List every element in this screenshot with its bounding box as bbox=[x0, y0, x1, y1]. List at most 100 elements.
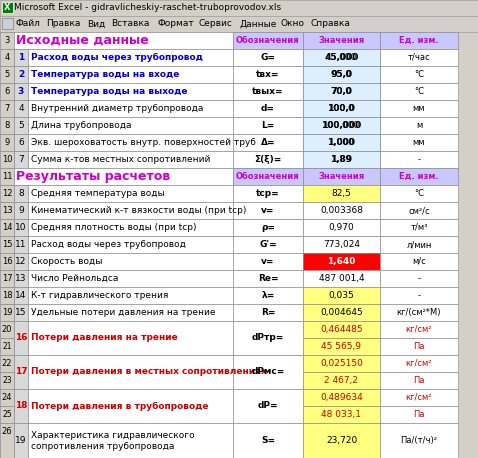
Bar bbox=[233, 236, 303, 253]
Bar bbox=[303, 321, 380, 338]
Text: 18: 18 bbox=[15, 402, 27, 410]
Text: 4: 4 bbox=[4, 53, 10, 62]
Text: Температура воды на выходе: Температура воды на выходе bbox=[31, 87, 187, 96]
Text: Па: Па bbox=[413, 376, 425, 385]
Text: Окно: Окно bbox=[281, 20, 305, 28]
Bar bbox=[380, 355, 458, 372]
Bar bbox=[303, 355, 380, 372]
Text: 100,000: 100,000 bbox=[323, 121, 360, 130]
Text: сопротивления трубопровода: сопротивления трубопровода bbox=[31, 442, 174, 451]
Text: Сумма к-тов местных сопротивлений: Сумма к-тов местных сопротивлений bbox=[31, 155, 210, 164]
Bar bbox=[14, 253, 28, 270]
Bar bbox=[233, 270, 303, 287]
Bar bbox=[0, 253, 14, 270]
Bar bbox=[380, 49, 458, 66]
Text: 45,000: 45,000 bbox=[326, 53, 357, 62]
Text: Правка: Правка bbox=[46, 20, 80, 28]
Text: 13: 13 bbox=[15, 274, 27, 283]
Bar bbox=[380, 117, 458, 134]
Text: 10: 10 bbox=[15, 223, 27, 232]
Bar bbox=[0, 168, 14, 185]
Bar bbox=[0, 66, 14, 83]
Bar bbox=[14, 32, 233, 49]
Bar bbox=[303, 100, 380, 117]
Bar bbox=[380, 83, 458, 100]
Bar bbox=[14, 117, 28, 134]
Bar bbox=[303, 304, 380, 321]
Text: G'=: G'= bbox=[259, 240, 277, 249]
Bar bbox=[14, 287, 28, 304]
Bar bbox=[233, 66, 303, 83]
Bar bbox=[28, 49, 233, 66]
Text: 20: 20 bbox=[2, 325, 12, 334]
Bar bbox=[14, 134, 28, 151]
Text: 6: 6 bbox=[4, 87, 10, 96]
Text: d=: d= bbox=[261, 104, 275, 113]
Bar bbox=[233, 202, 303, 219]
Text: 773,024: 773,024 bbox=[323, 240, 360, 249]
Bar bbox=[303, 100, 380, 117]
Bar bbox=[233, 83, 303, 100]
Text: 9: 9 bbox=[4, 138, 10, 147]
Bar bbox=[233, 389, 303, 423]
Text: 10: 10 bbox=[2, 155, 12, 164]
Bar bbox=[28, 134, 233, 151]
Bar bbox=[380, 423, 458, 458]
Text: Длина трубопровода: Длина трубопровода bbox=[31, 121, 131, 130]
Bar bbox=[0, 338, 14, 355]
Bar bbox=[303, 202, 380, 219]
Text: Ед. изм.: Ед. изм. bbox=[399, 172, 439, 181]
Text: 11: 11 bbox=[15, 240, 27, 249]
Bar bbox=[0, 406, 14, 423]
Bar bbox=[303, 287, 380, 304]
Text: S=: S= bbox=[261, 436, 275, 445]
Bar bbox=[0, 287, 14, 304]
Bar bbox=[303, 32, 380, 49]
Text: °C: °C bbox=[414, 70, 424, 79]
Bar bbox=[0, 100, 14, 117]
Text: 0,025150: 0,025150 bbox=[320, 359, 363, 368]
Text: мм: мм bbox=[413, 104, 425, 113]
Bar bbox=[28, 355, 233, 389]
Text: 11: 11 bbox=[2, 172, 12, 181]
Bar bbox=[28, 253, 233, 270]
Text: 18: 18 bbox=[2, 291, 12, 300]
Text: т/час: т/час bbox=[408, 53, 430, 62]
Bar bbox=[0, 49, 14, 66]
Text: -: - bbox=[417, 274, 421, 283]
Text: 22: 22 bbox=[2, 359, 12, 368]
Text: кг/см²: кг/см² bbox=[406, 325, 432, 334]
Text: Значения: Значения bbox=[318, 36, 365, 45]
Bar bbox=[0, 321, 14, 338]
Bar bbox=[380, 32, 458, 49]
Bar bbox=[380, 202, 458, 219]
Text: Microsoft Excel - gidravlicheskiy-raschet-truboprovodov.xls: Microsoft Excel - gidravlicheskiy-rasche… bbox=[14, 4, 281, 12]
Bar bbox=[0, 0, 478, 16]
Bar bbox=[303, 406, 380, 423]
Text: 14: 14 bbox=[15, 291, 27, 300]
Bar bbox=[0, 423, 14, 458]
Text: Экв. шероховатость внутр. поверхностей труб: Экв. шероховатость внутр. поверхностей т… bbox=[31, 138, 256, 147]
Text: 1: 1 bbox=[18, 53, 24, 62]
Text: Сервис: Сервис bbox=[199, 20, 233, 28]
Text: Re=: Re= bbox=[258, 274, 278, 283]
Text: 2 467,2: 2 467,2 bbox=[325, 376, 358, 385]
Bar bbox=[303, 389, 380, 406]
Text: 82,5: 82,5 bbox=[332, 189, 351, 198]
Text: dP=: dP= bbox=[258, 402, 278, 410]
Bar bbox=[303, 219, 380, 236]
Bar bbox=[233, 134, 303, 151]
Bar bbox=[0, 134, 14, 151]
Text: 16: 16 bbox=[15, 333, 27, 343]
Bar bbox=[0, 389, 14, 406]
Bar bbox=[14, 168, 233, 185]
Bar bbox=[380, 134, 458, 151]
Text: Расход воды через трубопровод: Расход воды через трубопровод bbox=[31, 240, 186, 249]
Bar bbox=[14, 151, 28, 168]
Text: 48 033,1: 48 033,1 bbox=[322, 410, 361, 419]
Text: 15: 15 bbox=[15, 308, 27, 317]
Bar bbox=[380, 219, 458, 236]
Text: Справка: Справка bbox=[311, 20, 351, 28]
Bar bbox=[0, 151, 14, 168]
Text: Средняя плотность воды (при tcp): Средняя плотность воды (при tcp) bbox=[31, 223, 196, 232]
